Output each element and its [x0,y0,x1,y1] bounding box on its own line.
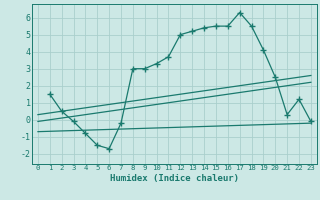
X-axis label: Humidex (Indice chaleur): Humidex (Indice chaleur) [110,174,239,183]
